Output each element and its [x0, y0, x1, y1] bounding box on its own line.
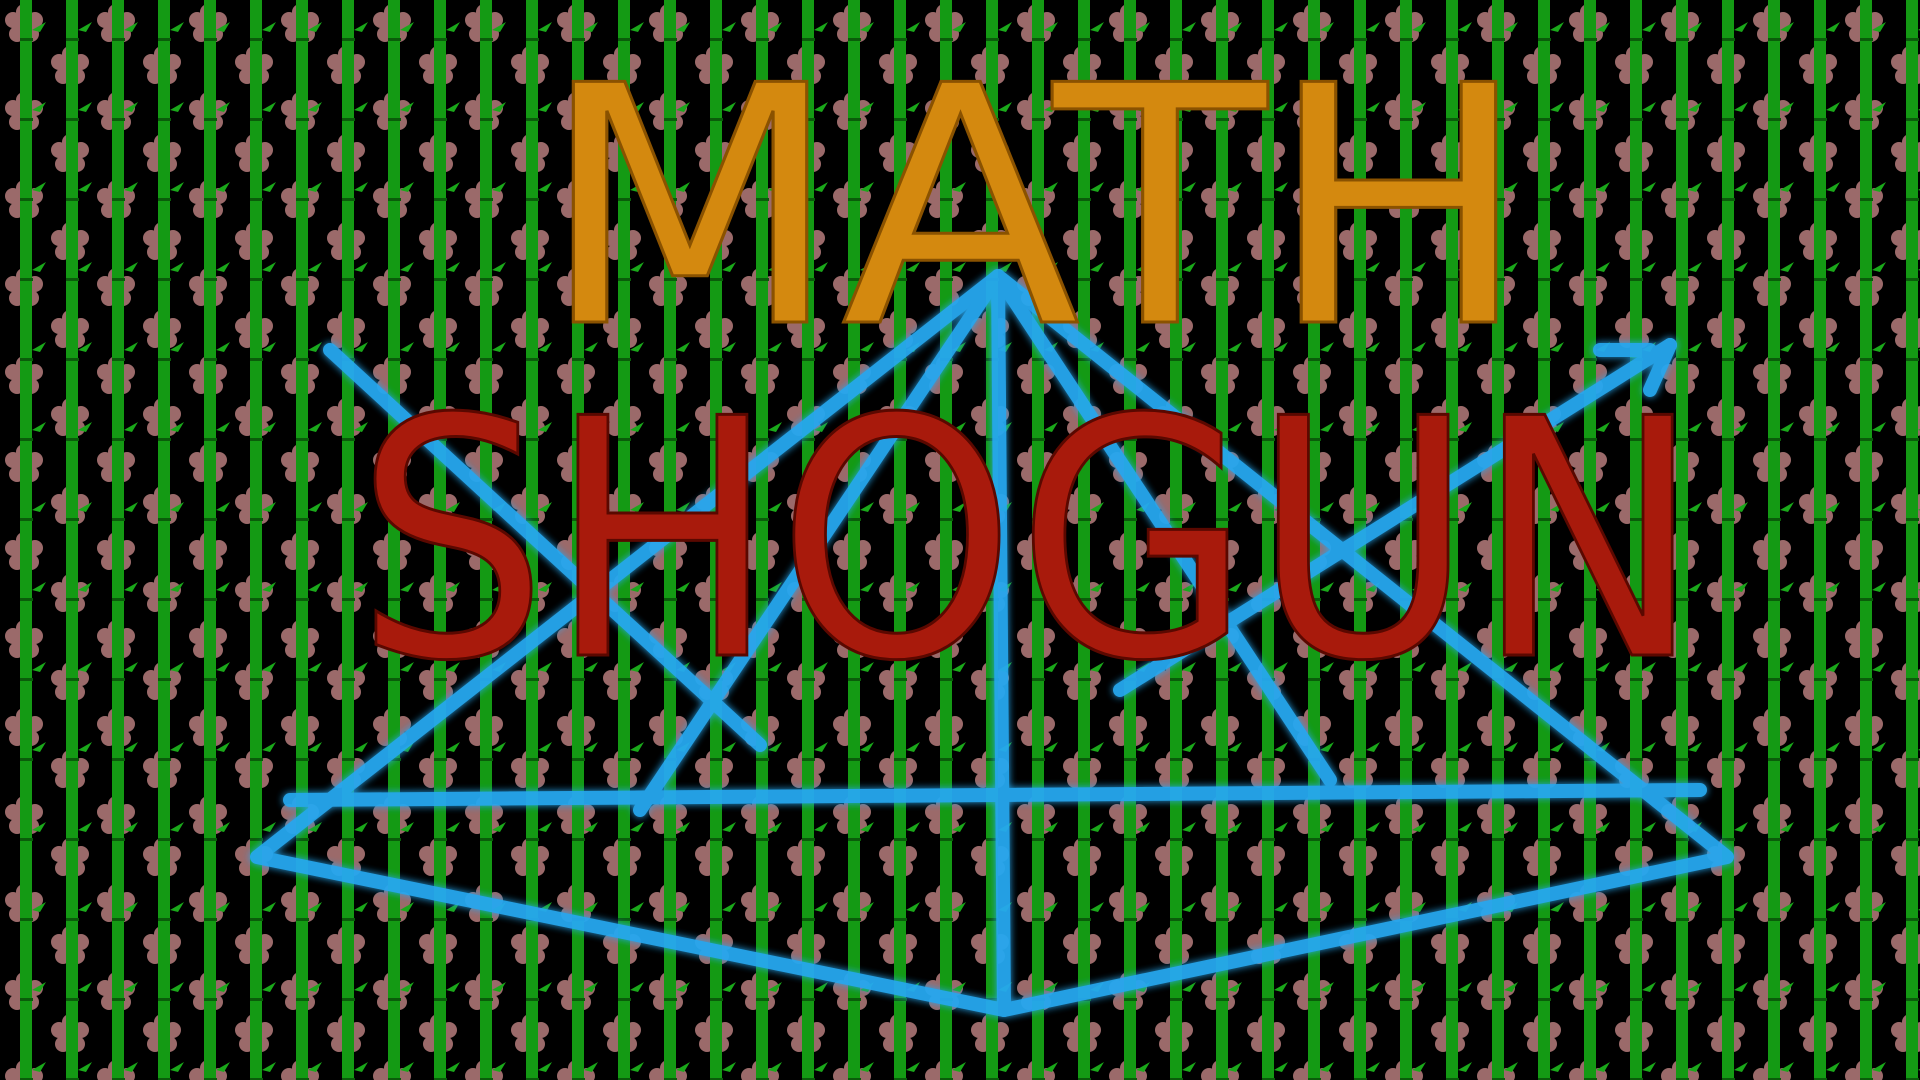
title-line-1: MATH — [539, 16, 1530, 400]
title-line-2: SHOGUN — [355, 349, 1702, 733]
pyramid — [250, 269, 1734, 1017]
